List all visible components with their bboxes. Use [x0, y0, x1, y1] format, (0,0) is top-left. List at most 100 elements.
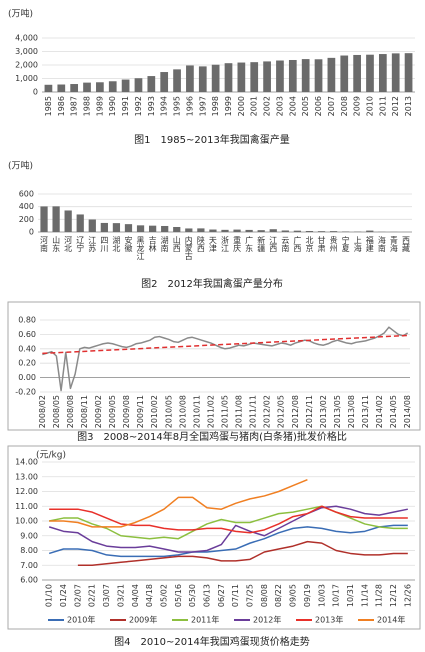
- x-tick-label: 10/31: [346, 584, 355, 607]
- bar: [173, 226, 181, 232]
- x-tick-label: 2011/08: [235, 395, 244, 428]
- legend-label: 2013年: [315, 615, 343, 625]
- y-tick-label: 0.20: [18, 359, 36, 368]
- x-tick-label: 06/13: [202, 584, 211, 607]
- x-tick-label: 02/21: [88, 584, 97, 607]
- bar: [209, 229, 217, 232]
- x-tick-label: 青海: [389, 235, 398, 253]
- y-tick-label: 6.00: [20, 576, 38, 585]
- x-tick-label: 10/03: [317, 584, 326, 607]
- bar: [52, 206, 60, 232]
- x-tick-label: 2009/11: [136, 395, 145, 428]
- x-tick-label: 03/21: [116, 584, 125, 607]
- x-tick-label: 云南: [281, 236, 290, 252]
- x-tick-label: 1999: [224, 96, 233, 116]
- x-tick-label: 12/26: [403, 584, 412, 607]
- x-tick-label: 安徽: [124, 235, 133, 253]
- bar: [301, 59, 310, 92]
- x-tick-label: 重庆: [233, 235, 242, 253]
- chart-frame: [7, 445, 421, 630]
- bar: [221, 229, 229, 232]
- x-tick-label: 2012/11: [305, 395, 314, 428]
- y-axis-unit: (万吨): [8, 8, 33, 20]
- chart-title: 图4 2010~2014年我国鸡蛋现货价格走势: [114, 635, 310, 648]
- x-tick-label: 1991: [121, 96, 130, 116]
- y-tick-label: 3,000: [15, 47, 38, 56]
- bar: [112, 223, 121, 232]
- legend-label: 2011年: [191, 615, 219, 625]
- x-tick-label: 2012/08: [291, 395, 300, 428]
- bar: [366, 230, 374, 232]
- y-tick-label: 0.60: [18, 330, 36, 339]
- x-tick-label: 2010: [365, 96, 374, 116]
- bar: [250, 62, 259, 92]
- bar: [366, 54, 374, 92]
- x-tick-label: 北京: [305, 236, 314, 253]
- x-tick-label: 08/08: [260, 584, 269, 607]
- x-tick-label: 1985: [44, 96, 53, 116]
- x-tick-label: 1989: [95, 96, 104, 116]
- x-tick-label: 2003: [275, 96, 284, 116]
- x-tick-label: 河南: [40, 235, 49, 252]
- bar: [317, 231, 326, 232]
- x-tick-label: 2012/02: [263, 395, 272, 428]
- x-tick-label: 2010/02: [150, 395, 159, 428]
- y-tick-label: 13.00: [15, 472, 38, 481]
- x-tick-label: 07/25: [246, 584, 255, 607]
- x-tick-label: 内蒙古: [184, 235, 193, 261]
- x-tick-label: 1994: [160, 96, 169, 116]
- y-tick-label: 0.00: [18, 373, 36, 382]
- x-tick-label: 1992: [134, 96, 143, 116]
- x-tick-label: 1990: [108, 96, 117, 116]
- chart-title: 图3 2008~2014年8月全国鸡蛋与猪肉(白条猪)批发价格比: [77, 430, 347, 443]
- bar: [124, 224, 133, 232]
- y-tick-label: 200: [19, 215, 34, 224]
- x-tick-label: 吉林: [148, 236, 157, 253]
- x-tick-label: 09/19: [303, 584, 312, 607]
- bar: [160, 72, 169, 92]
- x-tick-label: 江苏: [88, 236, 97, 253]
- x-tick-label: 09/05: [289, 584, 298, 607]
- x-tick-label: 2002: [263, 96, 272, 116]
- bar: [263, 61, 271, 92]
- bar: [237, 62, 246, 92]
- y-tick-label: 600: [19, 190, 34, 199]
- y-tick-label: 11.00: [15, 502, 38, 511]
- x-tick-label: 03/07: [102, 584, 111, 607]
- x-tick-label: 2013: [404, 96, 413, 116]
- x-tick-label: 2009/05: [108, 395, 117, 428]
- bar: [108, 81, 117, 92]
- y-tick-label: 10.00: [15, 517, 38, 526]
- bar: [378, 54, 387, 92]
- x-tick-label: 湖北: [112, 236, 121, 253]
- y-tick-label: 0.80: [18, 316, 36, 325]
- x-tick-label: 2008/02: [38, 395, 47, 428]
- bar: [281, 230, 289, 232]
- x-tick-label: 山东: [52, 235, 61, 252]
- bar: [269, 229, 277, 232]
- x-tick-label: 05/16: [174, 584, 183, 607]
- x-tick-label: 2010/11: [192, 395, 201, 428]
- x-tick-label: 四川: [100, 236, 109, 252]
- bar: [327, 57, 336, 92]
- x-tick-label: 06/27: [217, 584, 226, 607]
- x-tick-label: 2011/02: [206, 395, 215, 428]
- bar: [148, 225, 157, 232]
- bar: [293, 230, 302, 232]
- x-tick-label: 福建: [365, 236, 374, 253]
- x-tick-label: 02/07: [73, 584, 82, 607]
- x-tick-label: 宁夏: [341, 235, 350, 252]
- x-tick-label: 上海: [353, 236, 362, 253]
- x-tick-label: 广西: [293, 235, 302, 253]
- bar: [305, 230, 314, 232]
- x-tick-label: 2013/02: [319, 395, 328, 428]
- data-line: [49, 505, 408, 540]
- x-tick-label: 2014/05: [389, 395, 398, 428]
- x-tick-label: 黑龙江: [136, 236, 145, 261]
- x-tick-label: 2000: [237, 96, 246, 116]
- chart-title: 图1 1985~2013年我国禽蛋产量: [134, 133, 290, 146]
- y-tick-label: -0.20: [15, 388, 36, 397]
- legend-label: 2014年: [377, 615, 405, 625]
- x-tick-label: 08/22: [274, 584, 283, 607]
